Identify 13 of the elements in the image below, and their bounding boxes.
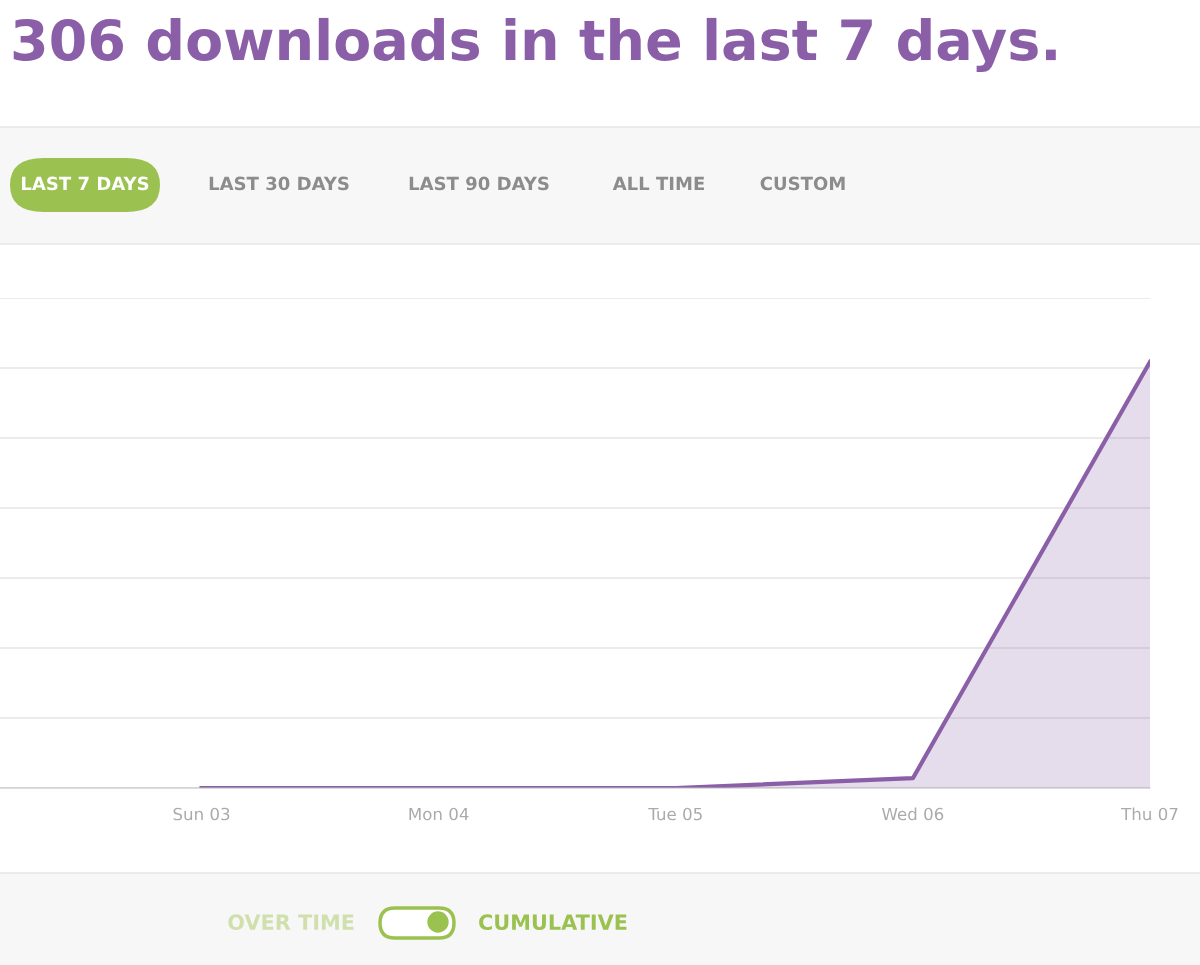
x-tick-label: Thu 07	[1121, 807, 1178, 821]
x-tick-label: Wed 06	[882, 807, 944, 821]
text: LAST 30 DAYS	[209, 176, 349, 191]
x-tick-label: Tue 05	[648, 807, 702, 821]
text: LAST 90 DAYS	[409, 176, 549, 191]
text: LAST 7 DAYS	[22, 176, 149, 191]
x-tick-label: Mon 04	[409, 807, 469, 821]
text: OVER TIME	[228, 914, 354, 931]
text: ALL TIME	[612, 176, 704, 190]
chart-title: 306 downloads in the last 7 days.	[13, 17, 1056, 73]
text: CUMULATIVE	[479, 914, 627, 931]
x-tick-label: Sun 03	[173, 807, 230, 821]
text: CUSTOM	[760, 176, 845, 191]
